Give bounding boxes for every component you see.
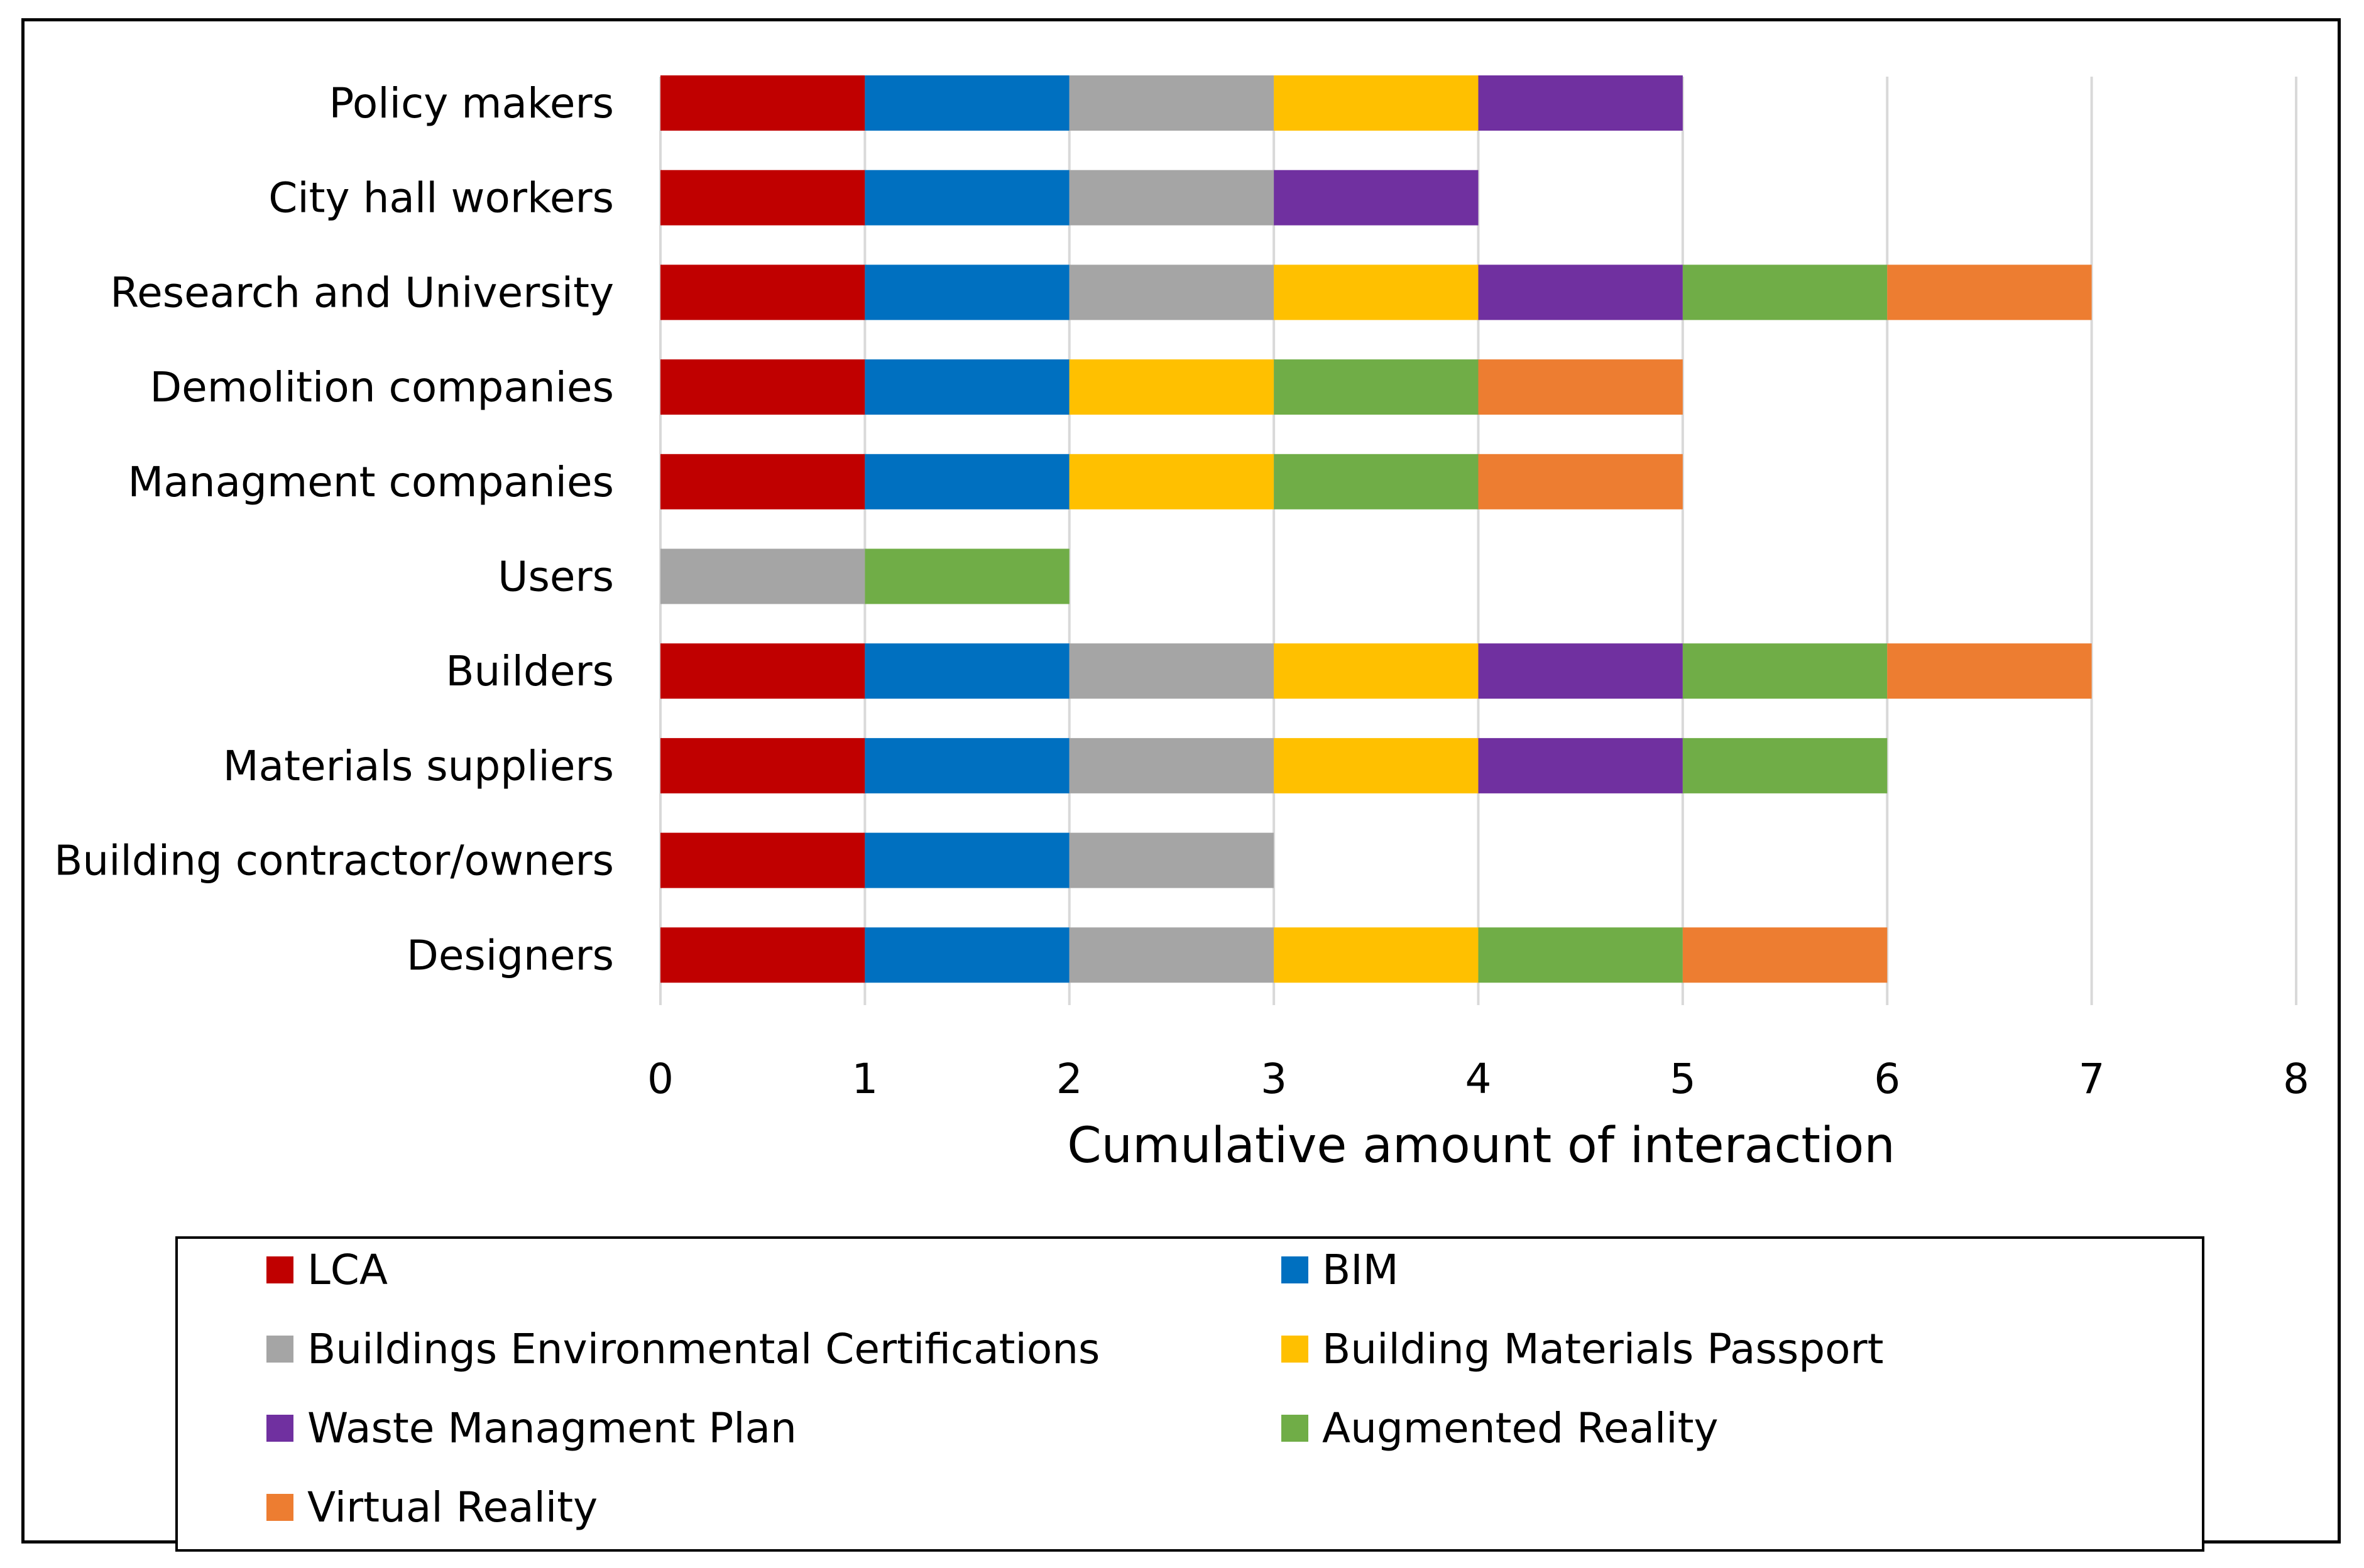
chart: Policy makers City hall workers Research a… bbox=[54, 75, 2309, 1174]
legend-item: Virtual Reality bbox=[266, 1482, 598, 1532]
bar-segment bbox=[1069, 170, 1274, 226]
legend-swatch bbox=[266, 1256, 293, 1283]
bar-segment bbox=[865, 264, 1070, 320]
bar-segment bbox=[865, 75, 1070, 131]
legend-item: Waste Managment Plan bbox=[266, 1403, 797, 1453]
bar-segment bbox=[865, 738, 1070, 793]
x-axis-title: Cumulative amount of interaction bbox=[1067, 1118, 1895, 1174]
legend-label: LCA bbox=[307, 1245, 388, 1294]
bar-segment bbox=[1069, 738, 1274, 793]
bar-segment bbox=[1682, 927, 1888, 983]
bar-segment bbox=[660, 454, 865, 509]
bar-segment bbox=[1274, 927, 1479, 983]
bar-segment bbox=[1682, 738, 1888, 793]
x-tick-labels: 0 1 2 3 4 5 6 7 8 bbox=[647, 1055, 2309, 1103]
bar-segment bbox=[1069, 264, 1274, 320]
legend-swatch bbox=[266, 1335, 293, 1363]
bar-segment bbox=[1478, 927, 1683, 983]
bar-segment bbox=[1478, 264, 1683, 320]
bar-segment bbox=[865, 359, 1070, 415]
legend-item: Building Materials Passport bbox=[1281, 1324, 1884, 1374]
bar-segment bbox=[660, 359, 865, 415]
category-label: Users bbox=[498, 553, 614, 601]
bar-segment bbox=[1478, 643, 1683, 699]
bar-segment bbox=[865, 170, 1070, 226]
bar-segment bbox=[1887, 643, 2092, 699]
bar-segment bbox=[1478, 359, 1683, 415]
bar-segment bbox=[865, 643, 1070, 699]
bar-segment bbox=[1887, 264, 2092, 320]
x-tick-label: 8 bbox=[2283, 1055, 2309, 1103]
x-tick-label: 1 bbox=[851, 1055, 878, 1103]
x-tick-label: 0 bbox=[647, 1055, 674, 1103]
bar-segment bbox=[660, 264, 865, 320]
legend-swatch bbox=[1281, 1335, 1308, 1363]
x-tick-label: 2 bbox=[1056, 1055, 1083, 1103]
category-label: Materials suppliers bbox=[223, 742, 614, 790]
legend-label: Virtual Reality bbox=[307, 1483, 598, 1532]
bar-segment bbox=[1069, 832, 1274, 888]
bar-segment bbox=[865, 454, 1070, 509]
legend-label: Building Materials Passport bbox=[1322, 1324, 1884, 1373]
category-label: Building contractor/owners bbox=[54, 837, 614, 885]
bar-segment bbox=[660, 832, 865, 888]
x-tick-label: 3 bbox=[1261, 1055, 1287, 1103]
bar-segment bbox=[1478, 75, 1683, 131]
bar-segment bbox=[1274, 359, 1479, 415]
legend-swatch bbox=[266, 1493, 293, 1521]
bar-segment bbox=[1478, 738, 1683, 793]
bar-segment bbox=[660, 170, 865, 226]
bar-segment bbox=[1069, 75, 1274, 131]
x-tick-label: 6 bbox=[1874, 1055, 1900, 1103]
legend-label: Waste Managment Plan bbox=[307, 1403, 797, 1452]
bar-segment bbox=[1682, 643, 1888, 699]
legend-item: Buildings Environmental Certifications bbox=[266, 1324, 1100, 1374]
bar-segment bbox=[865, 548, 1070, 604]
category-label: Policy makers bbox=[329, 79, 614, 128]
gridlines bbox=[659, 77, 2297, 1005]
bar-segment bbox=[1069, 359, 1274, 415]
bar-segment bbox=[660, 75, 865, 131]
bar-segment bbox=[865, 832, 1070, 888]
category-labels: Policy makers City hall workers Research a… bbox=[54, 79, 614, 979]
legend-label: BIM bbox=[1322, 1245, 1399, 1294]
bar-segment bbox=[1069, 643, 1274, 699]
bar-segment bbox=[1274, 738, 1479, 793]
category-label: Managment companies bbox=[128, 458, 614, 506]
x-tick-label: 5 bbox=[1670, 1055, 1696, 1103]
category-label: Designers bbox=[407, 931, 614, 979]
bars bbox=[660, 75, 2092, 983]
bar-segment bbox=[660, 548, 865, 604]
x-tick-label: 7 bbox=[2079, 1055, 2105, 1103]
legend-label: Augmented Reality bbox=[1322, 1403, 1719, 1452]
bar-segment bbox=[1274, 454, 1479, 509]
legend-item: LCA bbox=[266, 1244, 388, 1295]
bar-segment bbox=[660, 643, 865, 699]
category-label: Builders bbox=[446, 647, 614, 695]
category-label: Demolition companies bbox=[150, 363, 614, 411]
bar-segment bbox=[865, 927, 1070, 983]
bar-segment bbox=[660, 738, 865, 793]
legend-swatch bbox=[1281, 1414, 1308, 1442]
legend-swatch bbox=[1281, 1256, 1308, 1283]
legend: LCA BIM Buildings Environmental Certificat… bbox=[175, 1236, 2204, 1552]
bar-segment bbox=[1274, 170, 1479, 226]
bar-segment bbox=[1069, 927, 1274, 983]
figure-frame: Policy makers City hall workers Research a… bbox=[21, 18, 2341, 1552]
legend-item: BIM bbox=[1281, 1244, 1399, 1295]
legend-label: Buildings Environmental Certifications bbox=[307, 1324, 1100, 1373]
category-label: City hall workers bbox=[268, 174, 614, 222]
bar-segment bbox=[1274, 75, 1479, 131]
bar-segment bbox=[1274, 264, 1479, 320]
x-tick-label: 4 bbox=[1465, 1055, 1492, 1103]
legend-item: Augmented Reality bbox=[1281, 1403, 1719, 1453]
bar-segment bbox=[1478, 454, 1683, 509]
bar-segment bbox=[1682, 264, 1888, 320]
category-label: Research and University bbox=[110, 268, 614, 317]
bar-segment bbox=[1069, 454, 1274, 509]
bar-segment bbox=[660, 927, 865, 983]
legend-swatch bbox=[266, 1414, 293, 1442]
bar-segment bbox=[1274, 643, 1479, 699]
